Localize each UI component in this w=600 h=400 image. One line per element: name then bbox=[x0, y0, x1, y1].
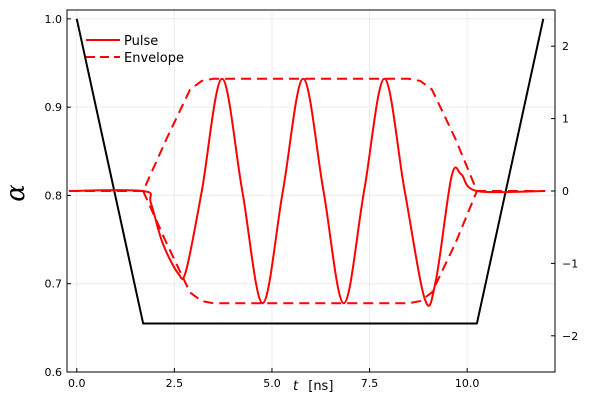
y-right-tick-label: −2 bbox=[562, 330, 578, 343]
series-layer bbox=[68, 18, 546, 325]
y-axis-label: α bbox=[1, 184, 31, 202]
x-tick-label: 7.5 bbox=[361, 377, 379, 390]
y-left-tick-label: 0.7 bbox=[45, 278, 63, 291]
x-axis-label: t [ns] bbox=[293, 379, 333, 394]
series-line-alpha bbox=[75, 18, 545, 325]
y-right-tick-label: 0 bbox=[562, 185, 569, 198]
y-left-tick-label: 0.6 bbox=[45, 366, 63, 379]
x-axis-ticks: 0.0 2.5 5.0 7.5 10.0 bbox=[68, 368, 479, 390]
x-tick-label: 0.0 bbox=[68, 377, 86, 390]
y-left-tick-label: 1.0 bbox=[45, 13, 63, 26]
y-left-tick-label: 0.8 bbox=[45, 189, 63, 202]
x-axis-label-unit: [ns] bbox=[308, 379, 333, 394]
y-right-tick-label: −1 bbox=[562, 257, 578, 270]
series-line-envelope-lower bbox=[142, 190, 478, 305]
y-left-tick-label: 0.9 bbox=[45, 101, 63, 114]
left-y-axis-ticks: 0.6 0.7 0.8 0.9 1.0 bbox=[45, 13, 71, 379]
x-tick-label: 10.0 bbox=[455, 377, 480, 390]
legend-pulse-label: Pulse bbox=[124, 34, 158, 49]
series-line-envelope bbox=[68, 77, 546, 192]
series-line-pulse bbox=[68, 77, 546, 307]
y-right-tick-label: 2 bbox=[562, 40, 569, 53]
legend-envelope-label: Envelope bbox=[124, 51, 184, 66]
x-tick-label: 2.5 bbox=[166, 377, 184, 390]
legend: Pulse Envelope bbox=[86, 34, 184, 66]
x-axis-label-var: t bbox=[293, 379, 299, 394]
x-tick-label: 5.0 bbox=[263, 377, 281, 390]
y-right-tick-label: 1 bbox=[562, 113, 569, 126]
right-y-axis-ticks: −2 −1 0 1 2 bbox=[551, 40, 578, 343]
